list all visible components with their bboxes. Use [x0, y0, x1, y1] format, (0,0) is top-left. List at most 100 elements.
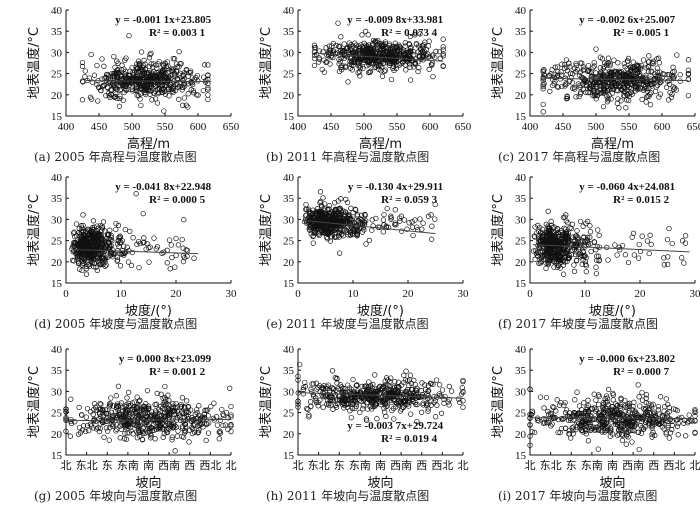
y-tick-label: 35 — [515, 193, 527, 205]
data-point — [153, 72, 159, 79]
data-point — [583, 416, 589, 422]
data-point — [543, 394, 550, 401]
data-point — [426, 38, 432, 44]
data-point — [167, 411, 173, 417]
data-point — [128, 410, 134, 416]
data-point — [135, 412, 141, 418]
trend-line — [317, 52, 444, 62]
data-point — [161, 108, 167, 114]
data-point — [329, 43, 335, 49]
x-tick-label: 0 — [295, 288, 301, 300]
data-point — [148, 435, 154, 441]
figure-caption: (c) 2017 年高程与温度散点图 — [498, 150, 661, 164]
data-point — [567, 64, 573, 70]
data-point — [379, 385, 385, 391]
data-point — [94, 228, 100, 234]
data-point — [604, 395, 610, 401]
data-point — [674, 416, 681, 423]
data-point — [663, 84, 670, 90]
data-point — [396, 384, 402, 390]
r-squared: R² = 0.019 4 — [381, 433, 438, 445]
data-point — [585, 410, 591, 416]
data-point — [608, 427, 614, 434]
data-point — [142, 410, 149, 416]
data-point — [437, 55, 443, 61]
data-point — [393, 386, 399, 393]
data-point — [183, 102, 189, 108]
data-point — [382, 401, 388, 407]
y-tick-label: 15 — [283, 450, 295, 462]
data-point — [359, 229, 366, 235]
x-tick-label: 0 — [527, 288, 533, 300]
y-tick-label: 15 — [283, 111, 295, 123]
data-point — [622, 252, 629, 258]
data-point — [181, 95, 188, 101]
data-point — [440, 36, 446, 42]
data-point — [609, 85, 615, 92]
data-point — [366, 52, 372, 59]
data-point — [173, 400, 179, 407]
data-point — [174, 433, 181, 439]
data-point — [417, 31, 423, 37]
data-point — [191, 255, 197, 261]
data-point — [169, 67, 175, 73]
data-point — [423, 52, 430, 59]
data-point — [108, 395, 114, 401]
data-point — [619, 437, 626, 444]
data-point — [166, 397, 172, 404]
data-point — [578, 423, 584, 429]
data-point — [636, 394, 642, 400]
data-point — [145, 86, 152, 93]
data-point — [618, 98, 624, 104]
data-point — [601, 75, 608, 81]
data-point — [210, 415, 216, 422]
data-point — [548, 254, 554, 260]
data-point — [192, 411, 198, 417]
data-point — [310, 381, 317, 387]
data-point — [560, 271, 567, 277]
data-point — [596, 232, 602, 239]
data-point — [138, 102, 144, 109]
data-point — [118, 251, 125, 257]
data-point — [83, 414, 90, 420]
data-point — [348, 59, 355, 66]
x-tick-label: 北 — [690, 459, 700, 472]
data-point — [311, 62, 318, 69]
figure-caption: (g) 2005 年坡向与温度散点图 — [34, 489, 198, 503]
x-tick-label: 20 — [403, 288, 415, 300]
data-point — [157, 418, 164, 424]
data-point — [91, 406, 97, 413]
data-point — [151, 90, 157, 96]
data-point — [306, 414, 312, 420]
x-tick-label: 东 — [102, 459, 113, 472]
data-point — [181, 75, 187, 82]
data-point — [110, 71, 117, 77]
data-point — [87, 252, 93, 258]
data-point — [129, 64, 135, 71]
chart-panel-g: 15 20 25 30 35 40 北东北东东南南西南西西北北坡向 地表温度/°C y = 0.… — [0, 339, 237, 503]
data-point — [563, 57, 570, 63]
data-point — [619, 423, 625, 430]
y-tick-label: 25 — [515, 236, 527, 248]
data-point — [655, 403, 662, 410]
x-tick-label: 10 — [116, 288, 128, 300]
data-point — [195, 429, 202, 435]
data-point — [585, 89, 591, 96]
data-point — [555, 84, 561, 90]
data-point — [165, 392, 171, 398]
data-point — [628, 80, 634, 87]
data-point — [407, 372, 414, 378]
data-point — [661, 408, 667, 414]
data-points — [527, 382, 698, 453]
data-point — [169, 88, 176, 94]
data-point — [112, 64, 118, 70]
data-point — [186, 439, 192, 445]
data-point — [580, 64, 587, 70]
data-point — [600, 423, 606, 429]
data-point — [416, 65, 422, 71]
data-point — [347, 65, 354, 71]
x-tick-label: 550 — [621, 121, 638, 133]
data-point — [344, 199, 351, 206]
data-point — [394, 401, 400, 407]
